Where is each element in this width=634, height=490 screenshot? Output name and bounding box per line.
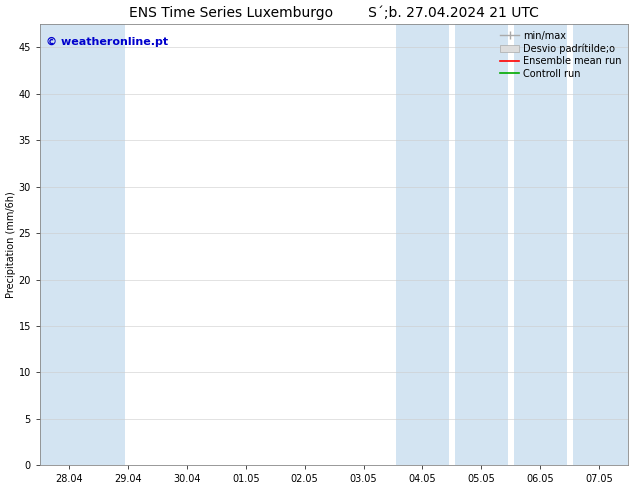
Legend: min/max, Desvio padrítilde;o, Ensemble mean run, Controll run: min/max, Desvio padrítilde;o, Ensemble m…	[498, 29, 624, 80]
Bar	[40, 24, 125, 465]
Bar	[514, 24, 567, 465]
Y-axis label: Precipitation (mm/6h): Precipitation (mm/6h)	[6, 191, 16, 298]
Bar	[573, 24, 628, 465]
Text: © weatheronline.pt: © weatheronline.pt	[46, 37, 168, 48]
Bar	[396, 24, 449, 465]
Bar	[455, 24, 508, 465]
Title: ENS Time Series Luxemburgo        S´;b. 27.04.2024 21 UTC: ENS Time Series Luxemburgo S´;b. 27.04.2…	[129, 5, 539, 20]
